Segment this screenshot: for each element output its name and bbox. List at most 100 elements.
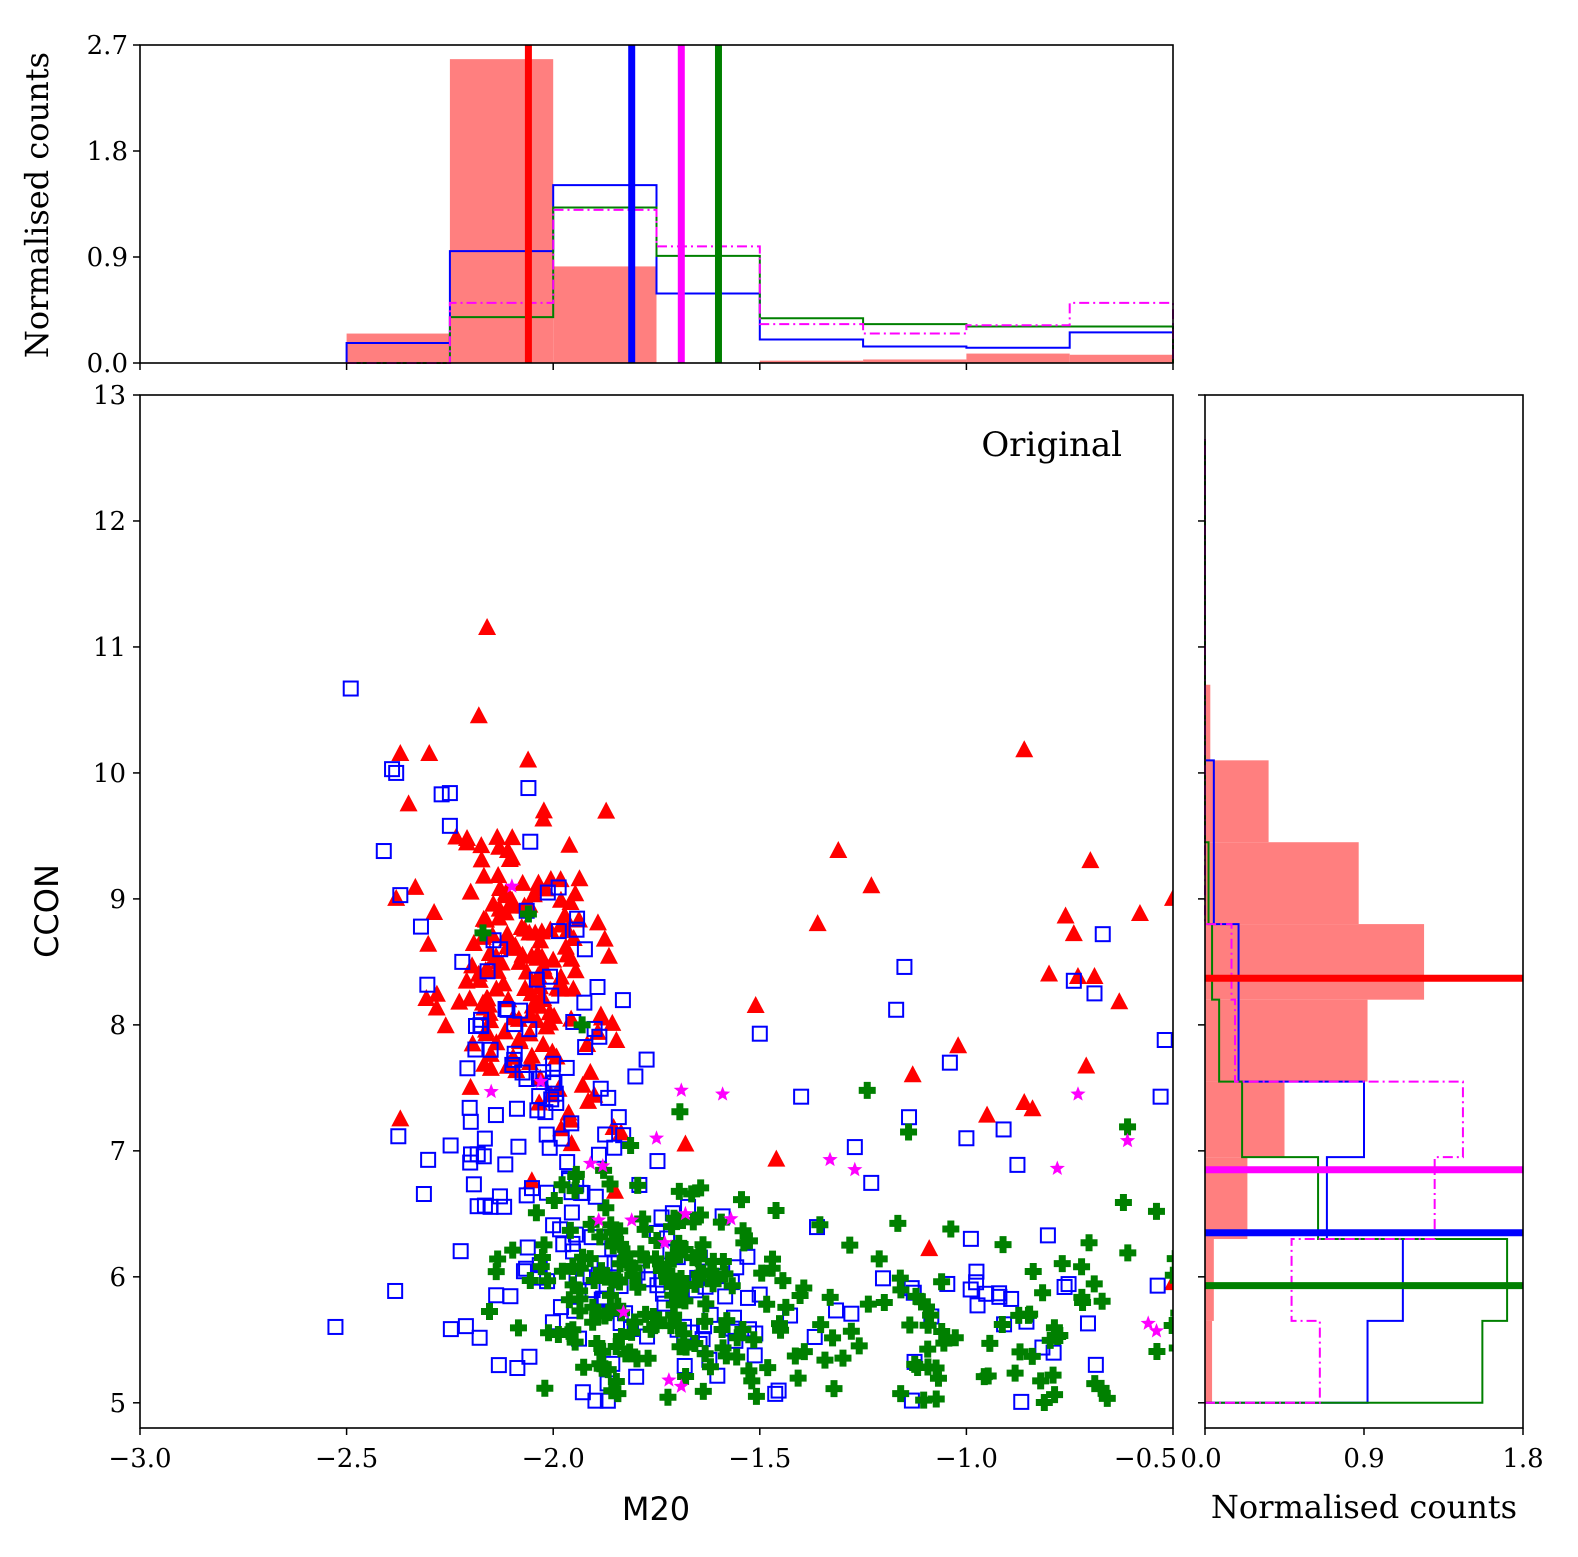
scatter-point-green <box>734 1222 752 1240</box>
scatter-point-red <box>1110 992 1129 1010</box>
scatter-point-blue <box>1065 972 1082 989</box>
scatter-point-green <box>900 1123 918 1141</box>
scatter-point-green <box>566 1182 584 1200</box>
scatter-point-blue <box>568 921 585 938</box>
scatter-point-green <box>1010 1306 1028 1324</box>
scatter-point-green <box>584 1313 602 1331</box>
scatter-point-green <box>611 1255 629 1273</box>
right-xtick-label: 0.0 <box>1180 1444 1221 1474</box>
scatter-point-green <box>603 1223 621 1241</box>
scatter-point-red <box>534 801 553 819</box>
scatter-point-red <box>1085 967 1104 985</box>
scatter-point-blue <box>587 1188 604 1205</box>
scatter-point-red <box>676 1134 695 1152</box>
scatter-point-green <box>509 1319 527 1337</box>
scatter-point-blue <box>555 1236 572 1253</box>
scatter-point-red <box>481 1011 500 1029</box>
scatter-point-green <box>652 1261 670 1279</box>
scatter-point-green <box>789 1369 807 1387</box>
scatter-point-blue <box>388 764 405 781</box>
scatter-point-green <box>659 1388 677 1406</box>
scatter-point-blue <box>1009 1156 1026 1173</box>
scatter-point-magenta <box>677 1205 693 1221</box>
scatter-point-green <box>906 1355 924 1373</box>
scatter-point-green <box>745 1331 763 1349</box>
scatter-point-green <box>629 1278 647 1296</box>
top-histogram-ylabel: Normalised counts <box>18 52 56 358</box>
top-hist-bar-red <box>759 360 864 363</box>
scatter-point-green <box>1035 1393 1053 1411</box>
scatter-point-blue <box>384 761 401 778</box>
scatter-point-red <box>477 989 496 1007</box>
scatter-point-blue <box>1183 1185 1197 1199</box>
scatter-point-blue <box>640 1271 657 1288</box>
scatter-ytick-label: 10 <box>93 759 126 789</box>
scatter-point-red <box>829 841 848 859</box>
right-hist-bar-red <box>1205 999 1368 1082</box>
scatter-point-green <box>636 1220 654 1238</box>
scatter-point-green <box>591 1355 609 1373</box>
top-histogram-panel: 0.0 0.9 1.8 2.7 Normalised counts <box>18 31 1174 379</box>
scatter-point-magenta <box>822 1151 838 1167</box>
scatter-point-green <box>591 1228 609 1246</box>
scatter-point-blue <box>1152 1088 1169 1105</box>
scatter-point-blue <box>521 1348 538 1365</box>
scatter-point-green <box>694 1236 712 1254</box>
scatter-point-red <box>603 1013 622 1031</box>
scatter-point-magenta <box>504 878 520 893</box>
scatter-point-red <box>391 1109 410 1127</box>
scatter-frame <box>139 394 1174 1429</box>
scatter-point-blue <box>327 1318 344 1335</box>
scatter-point-blue <box>488 1287 505 1304</box>
scatter-point-green <box>1086 1375 1104 1393</box>
scatter-point-blue <box>415 1186 432 1203</box>
scatter-point-blue <box>539 884 556 901</box>
scatter-point-blue <box>941 1054 958 1071</box>
scatter-panel: −3.0 −2.5 −2.0 −1.5 −1.0 −0.5 5 6 7 8 9 10 11 12 13 Or… <box>28 381 1199 1528</box>
scatter-point-blue <box>1185 1232 1199 1246</box>
scatter-point-blue <box>589 978 606 995</box>
top-hist-bar-red <box>863 359 967 363</box>
scatter-point-blue <box>577 1039 594 1056</box>
scatter-xtick-label: −1.0 <box>935 1444 998 1474</box>
scatter-ytick-label: 13 <box>93 381 126 411</box>
scatter-point-red <box>1015 1092 1034 1110</box>
scatter-point-blue <box>995 1121 1012 1138</box>
scatter-point-blue <box>1003 1290 1020 1307</box>
scatter-point-blue <box>520 780 537 797</box>
scatter-point-blue <box>1079 1315 1096 1332</box>
scatter-point-blue <box>559 1154 576 1171</box>
scatter-point-green <box>571 1259 589 1277</box>
scatter-point-magenta <box>847 1161 863 1177</box>
scatter-point-blue <box>442 1137 459 1154</box>
scatter-point-green <box>684 1213 702 1231</box>
scatter-point-magenta <box>1119 1132 1136 1148</box>
scatter-point-green <box>626 1313 644 1331</box>
scatter-xtick-label: −3.0 <box>108 1444 171 1474</box>
scatter-point-green <box>933 1322 951 1340</box>
scatter-point-green <box>907 1287 925 1305</box>
scatter-point-red <box>746 995 765 1013</box>
scatter-point-green <box>671 1338 689 1356</box>
scatter-point-green <box>935 1334 953 1352</box>
scatter-point-blue <box>563 1115 580 1132</box>
scatter-point-green <box>1019 1306 1037 1324</box>
scatter-point-red <box>862 876 881 894</box>
scatter-point-green <box>841 1236 859 1254</box>
scatter-point-blue <box>563 1204 580 1221</box>
scatter-point-green <box>612 1327 630 1345</box>
right-hist-bar-red <box>1205 924 1425 1000</box>
right-histogram-panel: 0.0 0.9 1.8 Normalised counts <box>1180 394 1544 1526</box>
scatter-point-red <box>503 828 522 846</box>
scatter-point-magenta <box>591 1212 607 1227</box>
scatter-point-blue <box>1013 1393 1030 1410</box>
scatter-point-green <box>919 1358 937 1376</box>
scatter-point-green <box>733 1191 751 1209</box>
scatter-point-red <box>490 908 509 926</box>
scatter-point-blue <box>628 1368 645 1385</box>
scatter-point-blue <box>510 1138 527 1155</box>
scatter-point-blue <box>746 1347 763 1364</box>
scatter-point-blue <box>978 1285 995 1302</box>
right-hist-bar-red <box>1205 1239 1214 1321</box>
